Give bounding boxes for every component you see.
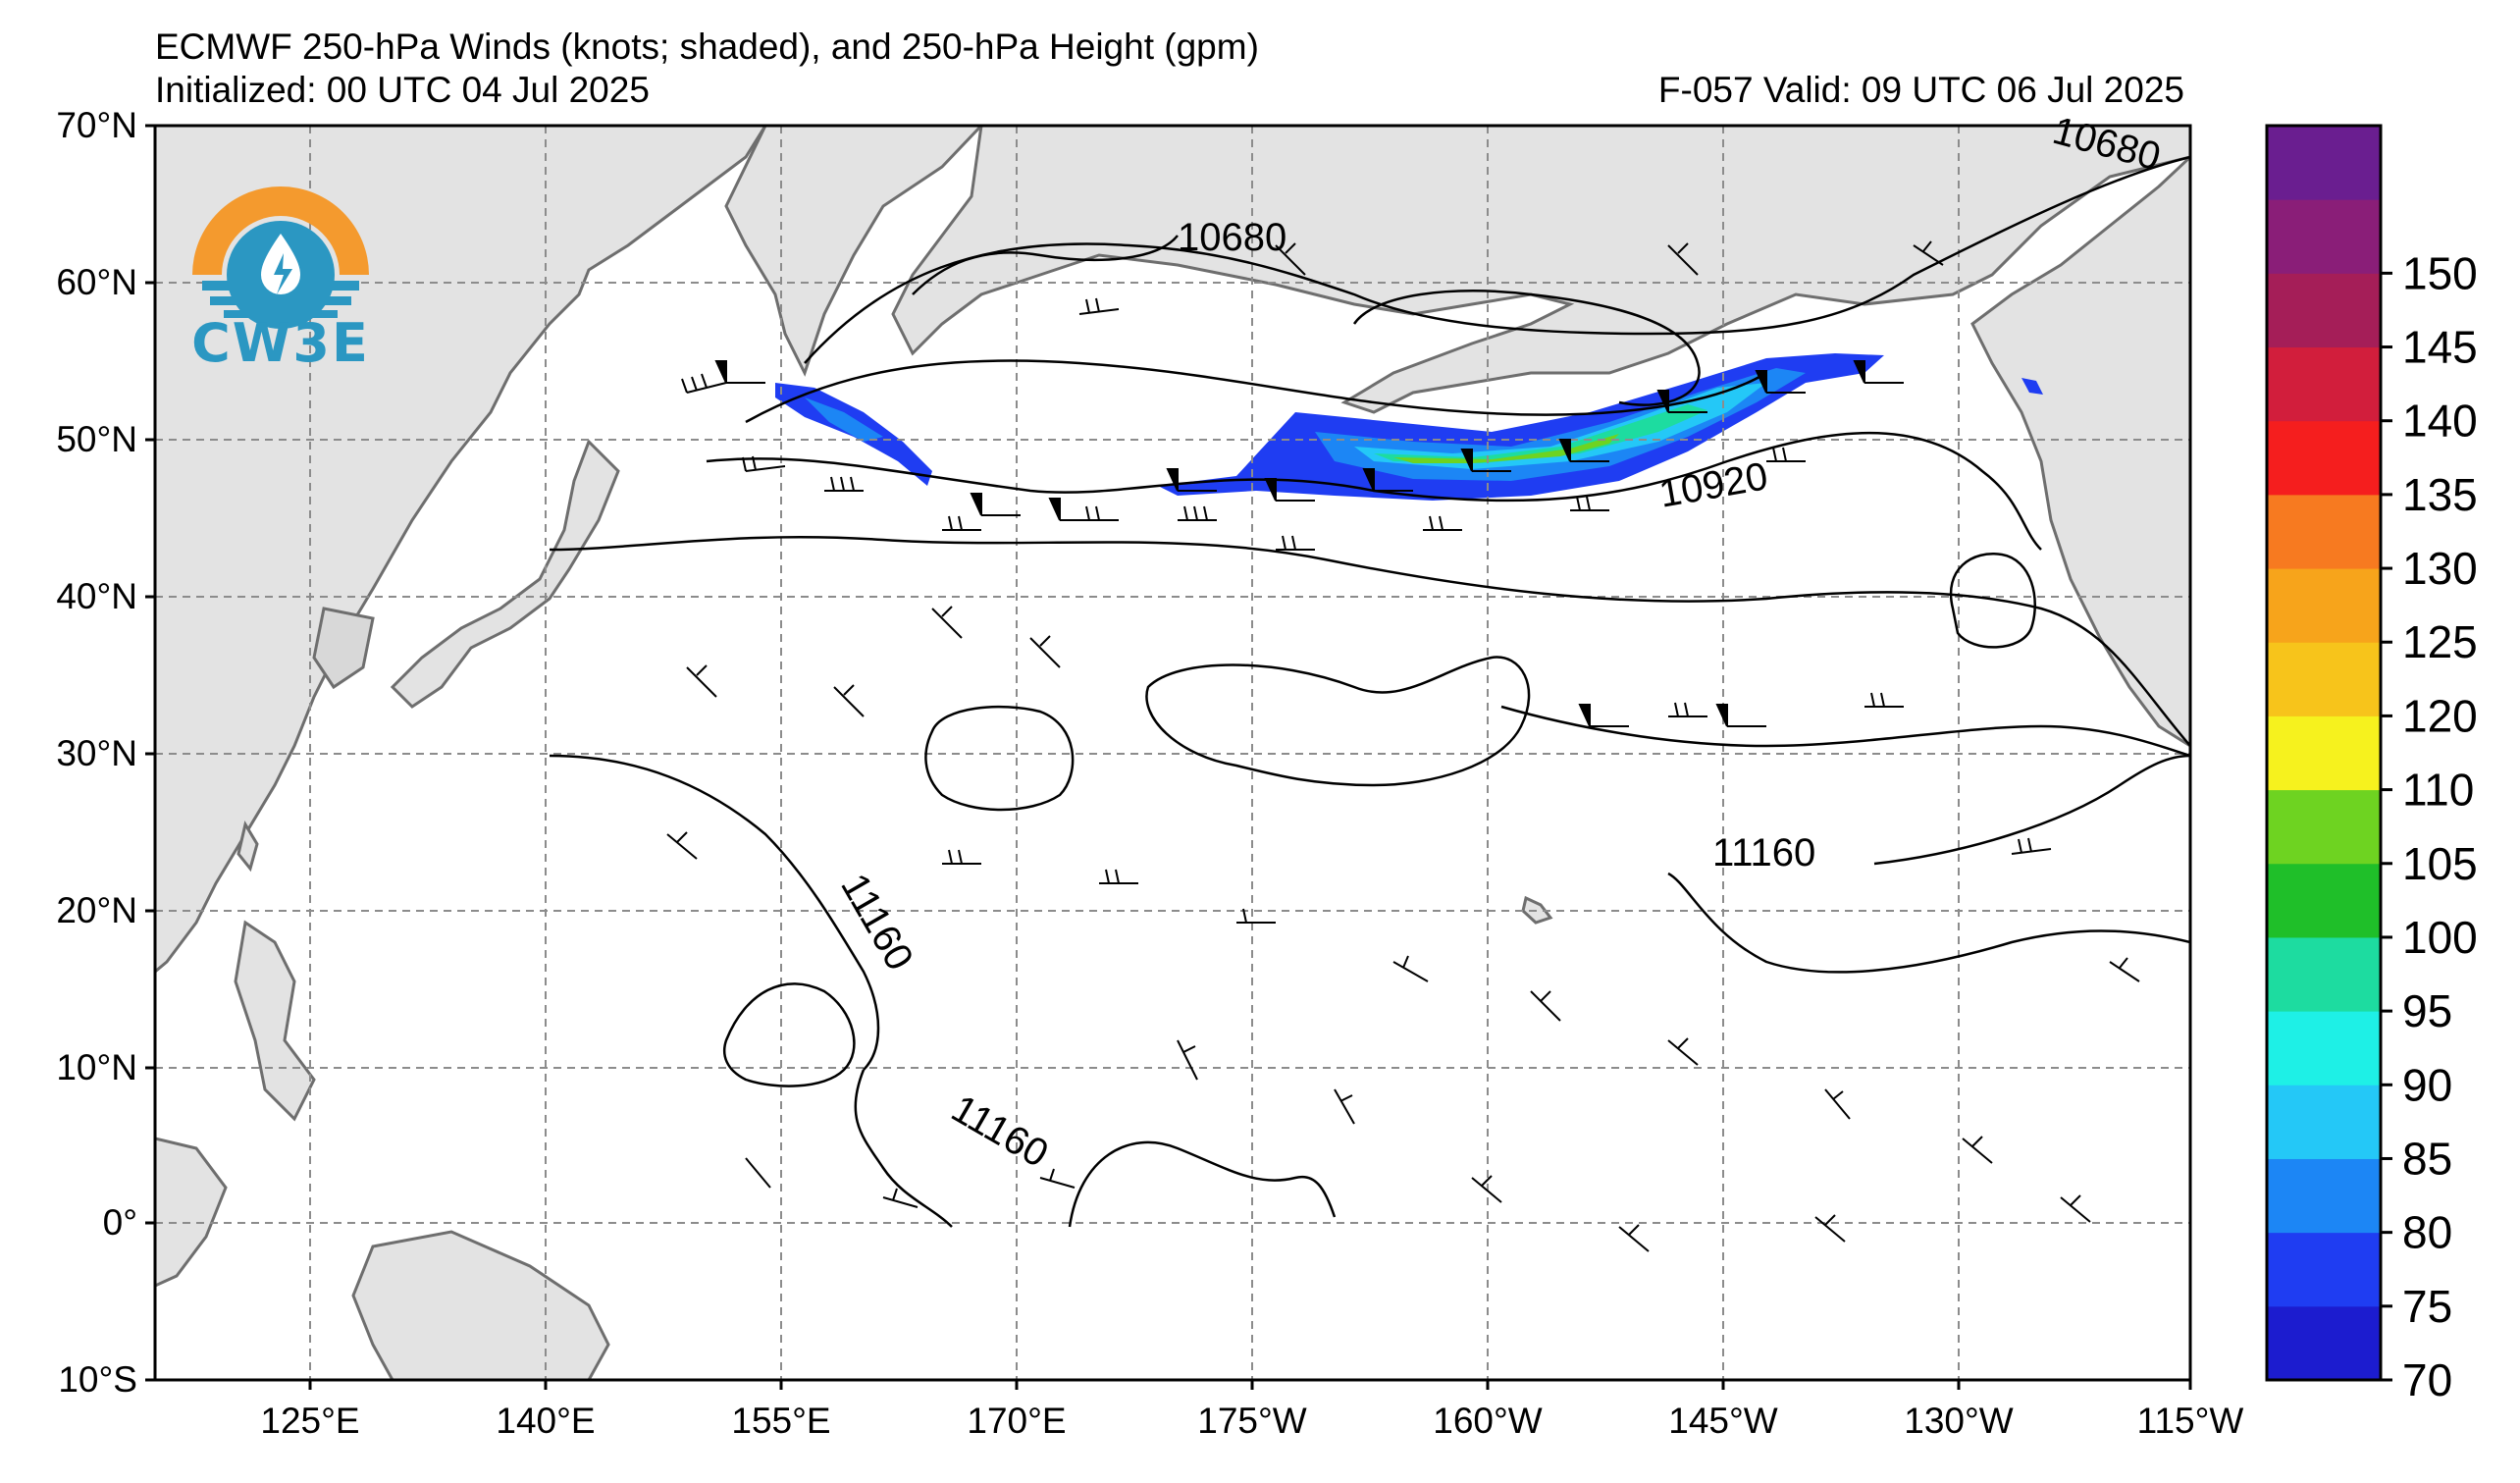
pennant-barbs [714, 360, 1904, 727]
colorbar-swatch [2267, 199, 2381, 274]
lat-labels: 70°N 60°N 50°N 40°N 30°N 20°N 10°N 0° 10… [56, 105, 137, 1400]
graticule [155, 126, 2190, 1380]
colorbar-swatch [2267, 346, 2381, 422]
cw3e-logo [192, 186, 369, 329]
jet-shading-green [1393, 434, 1619, 463]
north-america-land [1970, 154, 2190, 748]
colorbar-tick-label: 90 [2402, 1059, 2452, 1110]
colorbar-swatch [2267, 126, 2381, 200]
lon-label: 130°W [1904, 1401, 2014, 1441]
contour-label: 10680 [1178, 216, 1286, 259]
lat-label: 0° [103, 1202, 137, 1243]
lat-label: 10°S [58, 1359, 137, 1400]
alaska-land [891, 126, 2190, 414]
lon-ticks [308, 1380, 2192, 1390]
lon-labels: 125°E 140°E 155°E 170°E 175°W 160°W 145°… [260, 1401, 2243, 1441]
lon-label: 160°W [1433, 1401, 1543, 1441]
colorbar-tick-label: 80 [2402, 1207, 2452, 1258]
philippines-land [234, 920, 316, 1122]
jet-shading-teal [1374, 404, 1707, 463]
colorbar [2265, 124, 2383, 1382]
lon-label: 140°E [496, 1401, 595, 1441]
colorbar-swatch [2267, 420, 2381, 496]
jet-shading-main [1158, 353, 1884, 501]
lat-label: 50°N [56, 419, 137, 459]
jet-shading-west-core [805, 397, 883, 442]
colorbar-tick-label: 130 [2402, 543, 2478, 594]
logo-text: CW3E [191, 312, 370, 374]
colorbar-tick-label: 120 [2402, 690, 2478, 741]
lon-label: 115°W [2137, 1401, 2244, 1441]
colorbar-tick-label: 85 [2402, 1133, 2452, 1184]
korea-land [312, 607, 375, 690]
colorbar-swatch [2267, 715, 2381, 791]
wind-barbs [666, 240, 2140, 1252]
colorbar-swatch [2267, 1158, 2381, 1234]
colorbar-swatch [2267, 863, 2381, 938]
colorbar-tick-label: 125 [2402, 616, 2478, 667]
taiwan-land [236, 821, 259, 873]
colorbar-frame [2265, 124, 2383, 1382]
colorbar-swatch [2267, 789, 2381, 865]
lon-label: 125°E [260, 1401, 359, 1441]
lat-label: 70°N [56, 105, 137, 145]
japan-land [390, 439, 620, 709]
asia-land [155, 126, 767, 974]
colorbar-swatch [2267, 1305, 2381, 1381]
height-contours [549, 155, 2190, 1228]
jet-shading-east-blob [2021, 378, 2043, 395]
colorbar-tick-label: 105 [2402, 838, 2478, 889]
lat-label: 60°N [56, 262, 137, 302]
valid-time: F-057 Valid: 09 UTC 06 Jul 2025 [1657, 70, 2184, 110]
lon-label: 145°W [1668, 1401, 1778, 1441]
lat-label: 10°N [56, 1047, 137, 1087]
colorbar-swatch [2267, 1085, 2381, 1159]
colorbar-swatch [2267, 568, 2381, 643]
colorbar-swatch [2267, 1011, 2381, 1086]
kamchatka-land [724, 126, 984, 377]
colorbar-swatch [2267, 494, 2381, 569]
colorbar-tick-label: 75 [2402, 1281, 2452, 1332]
lon-label: 155°E [731, 1401, 830, 1441]
colorbar-tick-label: 95 [2402, 985, 2452, 1036]
lat-label: 40°N [56, 576, 137, 616]
borneo-land [155, 1137, 228, 1288]
colorbar-ticks: 70 75 80 85 90 95 100 105 110 120 125 130 135 140 145 1… [2381, 247, 2478, 1405]
colorbar-tick-label: 145 [2402, 322, 2478, 373]
colorbar-tick-label: 100 [2402, 912, 2478, 963]
initialized-time: Initialized: 00 UTC 04 Jul 2025 [155, 70, 650, 110]
colorbar-tick-label: 135 [2402, 469, 2478, 520]
colorbar-tick-label: 110 [2402, 765, 2474, 816]
colorbar-swatch [2267, 642, 2381, 716]
colorbar-tick-label: 70 [2402, 1354, 2452, 1405]
contour-label: 11160 [1712, 831, 1815, 874]
colorbar-tick-label: 140 [2402, 396, 2478, 447]
map-title: ECMWF 250-hPa Winds (knots; shaded), and… [155, 26, 1259, 67]
colorbar-tick-label: 150 [2402, 247, 2478, 298]
colorbar-swatch [2267, 1232, 2381, 1307]
colorbar-swatch [2267, 936, 2381, 1012]
lat-label: 20°N [56, 890, 137, 930]
lon-label: 175°W [1197, 1401, 1307, 1441]
lat-label: 30°N [56, 733, 137, 773]
lon-label: 170°E [967, 1401, 1066, 1441]
colorbar-swatch [2267, 273, 2381, 348]
lat-ticks [145, 124, 155, 1382]
new-guinea-land [351, 1230, 610, 1380]
